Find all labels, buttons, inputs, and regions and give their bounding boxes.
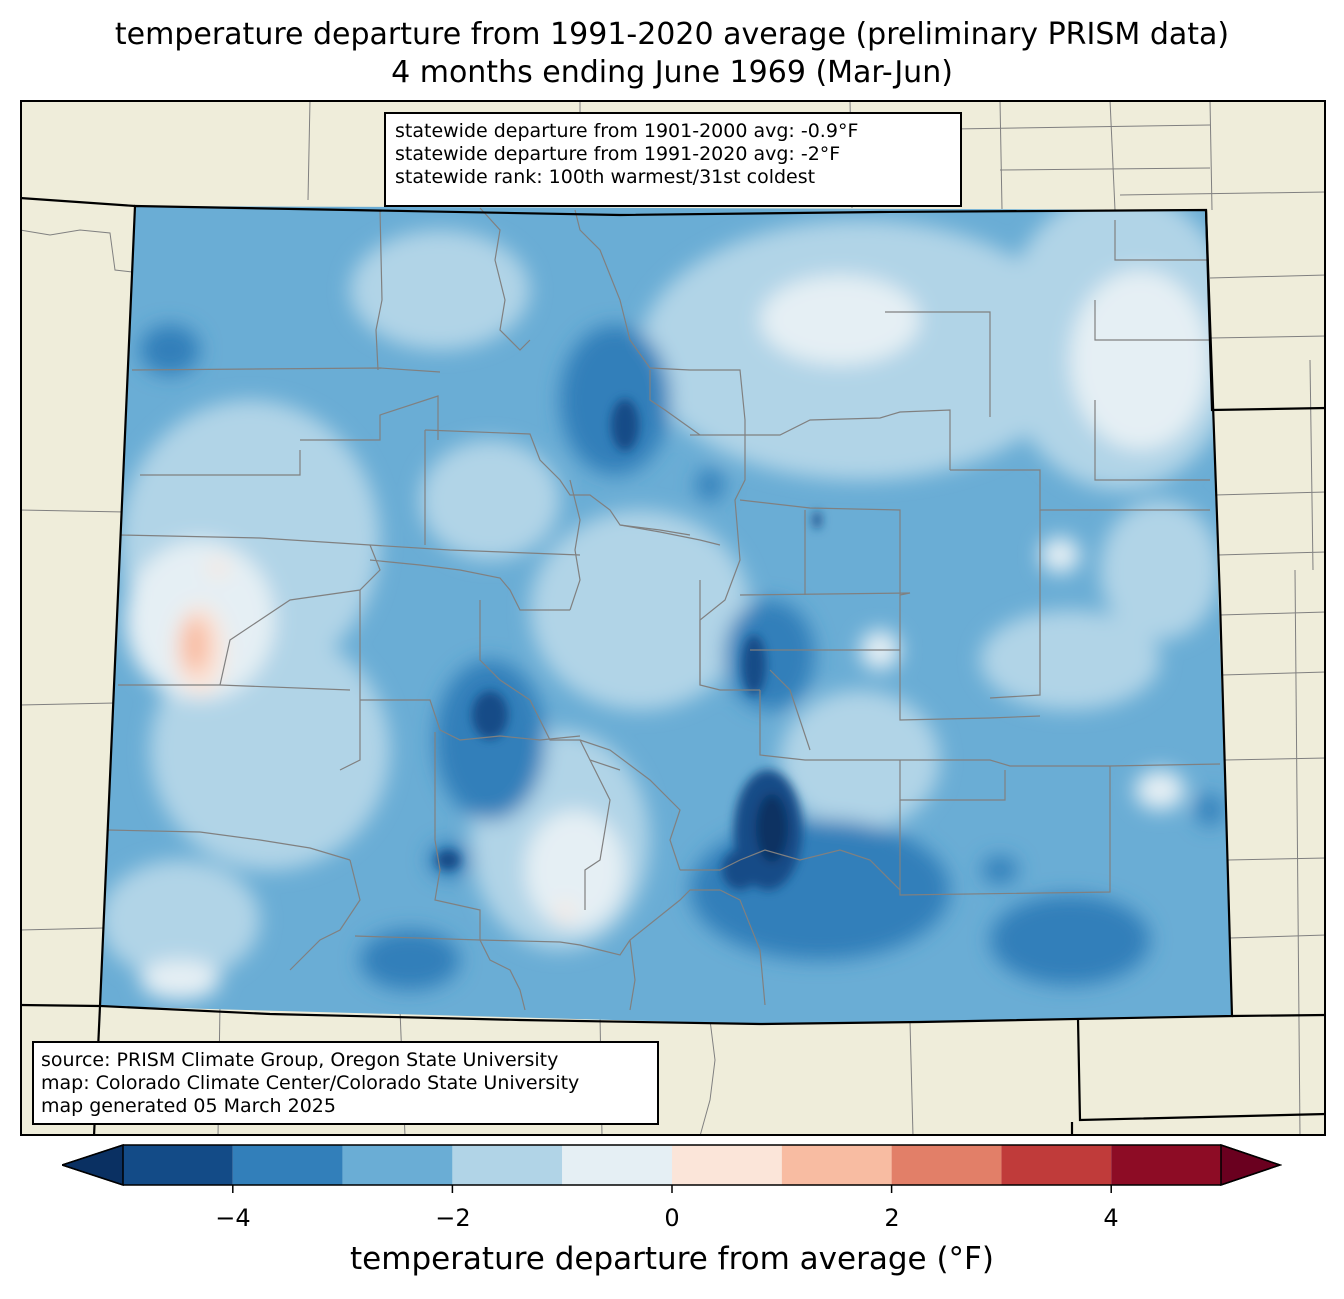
- colorbar-bin: [672, 1145, 782, 1185]
- temperature-departure-field: [100, 206, 1232, 1024]
- colorbar-extend-high: [1220, 1143, 1282, 1187]
- map-frame: [20, 100, 1326, 1136]
- colorbar-label: temperature departure from average (°F): [350, 1241, 994, 1277]
- colorbar-bin: [123, 1145, 233, 1185]
- stats-line-1991-2020: statewide departure from 1991-2020 avg: …: [395, 143, 841, 165]
- colorbar-tick-label: 4: [1103, 1204, 1119, 1232]
- colorbar-outline: [62, 1144, 1282, 1186]
- state-borders: [20, 196, 1326, 1136]
- colorbar: [62, 1143, 1282, 1193]
- source-line-generated: map generated 05 March 2025: [41, 1095, 336, 1117]
- map-title-line2: 4 months ending June 1969 (Mar-Jun): [391, 55, 953, 90]
- source-box: source: PRISM Climate Group, Oregon Stat…: [32, 1041, 659, 1125]
- colorbar-bin: [1111, 1145, 1221, 1185]
- colorbar-extend-low: [62, 1143, 124, 1187]
- colorbar-tick-label: 0: [664, 1204, 680, 1232]
- colorbar-bin: [562, 1145, 672, 1185]
- colorbar-tick-label: −2: [435, 1204, 471, 1232]
- colorbar-bin: [781, 1145, 892, 1185]
- statewide-stats-box: statewide departure from 1901-2000 avg: …: [384, 112, 962, 207]
- colorbar-tick-label: 2: [884, 1204, 900, 1232]
- colorbar-tick-label: −4: [215, 1204, 251, 1232]
- colorbar-bin: [1001, 1145, 1112, 1185]
- colorado-county-lines: [107, 207, 1221, 1011]
- stats-line-1901-2000: statewide departure from 1901-2000 avg: …: [395, 120, 859, 142]
- colorbar-bin: [452, 1145, 563, 1185]
- source-line-map: map: Colorado Climate Center/Colorado St…: [41, 1072, 580, 1094]
- stats-line-rank: statewide rank: 100th warmest/31st colde…: [395, 166, 816, 188]
- colorbar-bin: [342, 1145, 453, 1185]
- colorbar-bin: [891, 1145, 1002, 1185]
- temperature-map: [20, 100, 1326, 1136]
- source-line-data: source: PRISM Climate Group, Oregon Stat…: [41, 1049, 559, 1071]
- map-title-line1: temperature departure from 1991-2020 ave…: [114, 17, 1230, 52]
- colorbar-bin: [232, 1145, 343, 1185]
